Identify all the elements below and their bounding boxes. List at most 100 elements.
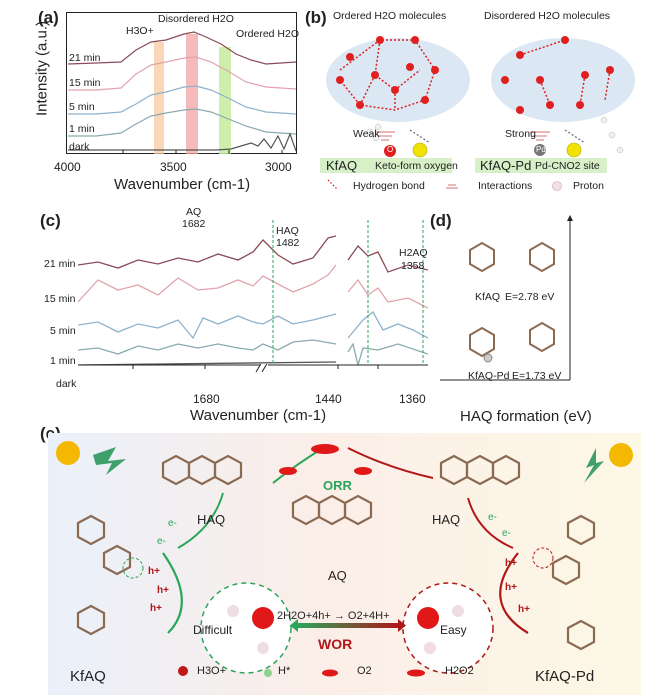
e-electron-1: e- [168,518,177,529]
panel-a-label: (a) [38,8,59,27]
e-haq-left: HAQ [197,512,226,527]
xtick-3000: 3000 [265,160,292,174]
panel-a-xlabel: Wavenumber (cm-1) [114,176,251,193]
legend-h: H* [278,665,291,677]
panel-e-diagram [56,441,633,677]
trace-21min-r [347,244,428,273]
pd-cno2-site: Pd-CNO2 site [535,160,600,172]
d-axis-label: HAQ formation (eV) [460,408,592,425]
e-electron-2: e- [157,536,166,547]
disordered-title: Disordered H2O molecules [484,10,611,22]
c-xtick-1440: 1440 [315,392,342,406]
e-electron-3: e- [488,512,497,523]
sun-icon-right [609,443,633,467]
difficult-circle [200,582,292,674]
e-orr: ORR [323,478,352,493]
c-xtick-1680: 1680 [193,392,220,406]
marker-aq-name: AQ [186,206,202,218]
lightning-icon-right [584,448,604,483]
e-hole-2: h+ [157,585,169,596]
e-kfaq: KfAQ [70,668,106,685]
c-xtick-1360: 1360 [399,392,426,406]
panel-d-label: (d) [430,211,452,230]
weak-label: Weak [353,128,380,140]
orr-arrow-right [347,447,434,479]
c-trace-5: 5 min [50,325,76,337]
c-trace-21: 21 min [44,258,76,270]
ordered-title: Ordered H2O molecules [333,10,447,22]
xtick-3500: 3500 [160,160,187,174]
trace-label-21: 21 min [69,52,101,64]
trace-1min-r [347,342,428,365]
e-aq: AQ [328,568,347,583]
trace-5min [78,313,337,340]
e-easy: Easy [440,623,467,637]
trace-label-dark: dark [69,141,90,153]
xtick-4000: 4000 [54,160,81,174]
d-kfaqpd-energy: E=1.73 eV [512,370,562,382]
c-trace-15: 15 min [44,293,76,305]
trace-21min [67,31,297,65]
e-kfaqpd: KfAQ-Pd [535,668,595,685]
panel-c-label: (c) [40,211,61,230]
panel-c-plot [78,220,428,365]
legend-proton: Proton [573,180,604,192]
trace-15min-r [347,278,428,309]
trace-5min [68,85,297,115]
trace-1min [68,108,297,137]
e-haq-right: HAQ [432,512,461,527]
panel-a-plot [66,12,297,154]
keto-form-oxygen: Keto-form oxygen [375,160,458,172]
annotation-ordered: Ordered H2O [236,28,300,40]
panel-d-diagram [440,215,573,381]
panel-a-ylabel: Intensity (a.u.) [34,9,51,129]
band-h3o [154,42,164,154]
kfaq-name: KfAQ [326,158,358,173]
annotation-disordered: Disordered H2O [158,13,234,25]
o-badge: O [387,145,394,154]
trace-label-15: 15 min [69,77,101,89]
annotation-h3o: H3O+ [126,25,154,37]
e-wor: WOR [318,636,353,652]
e-hole-6: h+ [518,604,530,615]
marker-haq-value: 1482 [276,237,300,249]
marker-h2aq-name: H2AQ [399,247,428,259]
d-kfaq-energy: E=2.78 eV [505,291,555,303]
d-kfaq: KfAQ [475,291,501,303]
pd-badge: Pd [536,145,546,154]
e-hole-4: h+ [505,558,517,569]
trace-dark [68,132,297,152]
kfaqpd-name: KfAQ-Pd [480,158,532,173]
panel-b-label: (b) [305,8,327,27]
legend-interactions: Interactions [478,180,533,192]
d-kfaqpd: KfAQ-Pd [468,370,510,382]
marker-aq-value: 1682 [182,218,206,230]
lightning-icon-left [93,447,126,475]
sun-icon-left [56,441,80,465]
water-network-diagram [320,36,635,191]
e-electron-4: e- [502,528,511,539]
e-equation: 2H2O+4h+ → O2+4H+ [277,610,390,622]
legend-h2o2: H2O2 [445,665,474,677]
ylabel-text: Intensity (a.u.) [33,20,51,117]
e-difficult: Difficult [193,623,233,637]
trace-5min-r [347,311,428,339]
marker-h2aq-value: 1358 [401,260,425,272]
panel-c-xlabel: Wavenumber (cm-1) [190,407,327,424]
trace-21min [78,235,337,269]
panel-e-background [48,433,641,695]
legend-o2: O2 [357,665,372,677]
trace-15min [78,264,337,303]
e-hole-3: h+ [150,603,162,614]
trace-1min [78,339,337,355]
band-ordered [219,47,231,154]
marker-haq-name: HAQ [276,225,299,237]
trace-15min [68,56,297,91]
legend-hbond: Hydrogen bond [353,180,425,192]
c-trace-1: 1 min [50,355,76,367]
e-hole-5: h+ [505,582,517,593]
strong-label: Strong [505,128,536,140]
band-disordered [186,34,198,154]
panel-c-axis [78,364,428,373]
c-trace-dark: dark [56,378,77,390]
